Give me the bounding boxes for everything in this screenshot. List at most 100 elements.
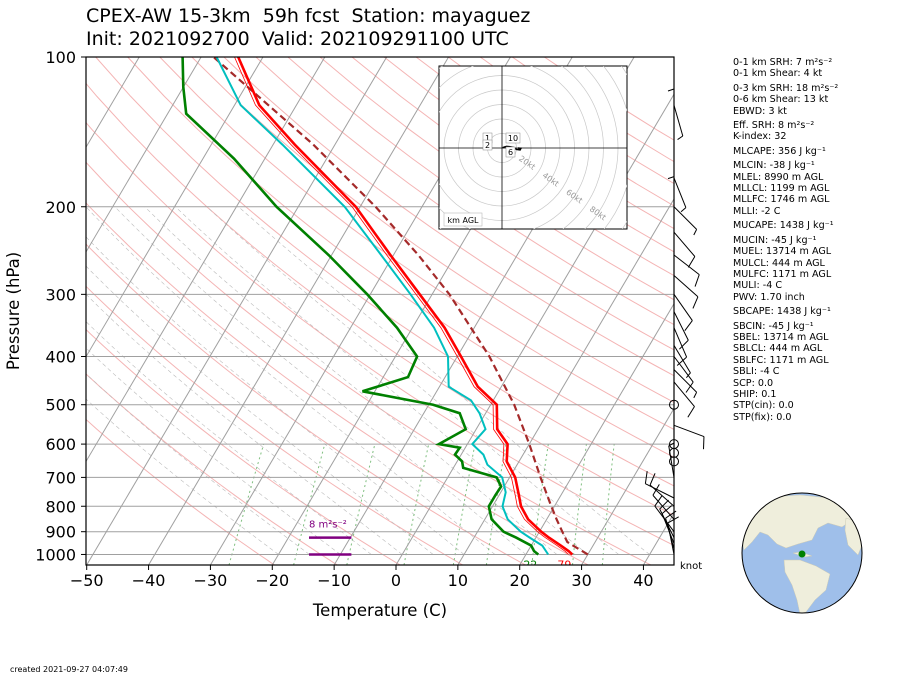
- wind-barb: [673, 356, 694, 393]
- wind-barb: [659, 499, 675, 538]
- moist-adiabat: [175, 206, 588, 555]
- wind-barb-flag: [659, 499, 669, 510]
- y-tick-label: 900: [45, 523, 76, 542]
- moist-adiabat: [86, 265, 434, 555]
- created-timestamp: created 2021-09-27 04:07:49: [10, 665, 128, 674]
- param-line: SBLCL: 444 m AGL: [733, 343, 823, 355]
- surface-dewpoint-label: 22: [523, 558, 537, 571]
- wind-barb-staff: [645, 483, 675, 499]
- isotherm: [86, 57, 202, 253]
- dry-adiabat: [159, 57, 674, 431]
- wind-barb-staff: [673, 206, 697, 230]
- x-tick-label: −10: [317, 571, 351, 590]
- plot-frame: [85, 56, 675, 566]
- x-tick-label: 20: [510, 571, 530, 590]
- wind-barb: [644, 471, 675, 499]
- surface-temperature-label: 79: [557, 558, 571, 571]
- dry-adiabat: [86, 82, 674, 516]
- param-line: Eff. SRH: 8 m²s⁻²: [733, 120, 815, 132]
- moist-adiabat: [86, 236, 465, 555]
- moist-adiabat: [206, 206, 619, 555]
- isotherm: [705, 57, 906, 565]
- dry-adiabat: [86, 373, 339, 565]
- mixing-ratio-line: [346, 443, 376, 565]
- wind-barb: [673, 231, 696, 268]
- hodograph-height-box: [505, 146, 516, 158]
- calm-wind-circle: [669, 439, 679, 450]
- param-line: MUCAPE: 1438 J kg⁻¹: [733, 220, 834, 232]
- wind-barb-flag: [687, 256, 696, 268]
- param-line: MUCIN: -45 J kg⁻¹: [733, 234, 817, 246]
- map-outline: [741, 492, 863, 614]
- wind-barb-staff: [673, 231, 696, 257]
- wetbulb-profile-line: [215, 57, 550, 556]
- moist-adiabat: [86, 321, 372, 555]
- y-tick-label: 800: [45, 497, 76, 516]
- param-line: MULI: -4 C: [733, 280, 783, 292]
- map-landmass: [783, 559, 831, 613]
- hodograph-height-label: 2: [485, 141, 490, 150]
- wind-barb-staff: [673, 369, 697, 393]
- x-tick-label: −30: [194, 571, 228, 590]
- isotherm: [643, 512, 674, 565]
- param-line: 0-6 km Shear: 13 kt: [733, 94, 829, 106]
- map-land: [742, 494, 862, 613]
- hodograph-inset: [438, 65, 628, 230]
- wind-barb-flag: [661, 505, 673, 515]
- dry-adiabat: [86, 285, 464, 565]
- moist-adiabat: [144, 206, 558, 555]
- wind-barb-half-flag: [667, 176, 675, 180]
- y-tick-label: 200: [45, 198, 76, 217]
- wind-barb-flag: [692, 296, 699, 309]
- wind-barb-staff: [673, 105, 684, 137]
- hodograph-height-box: [482, 139, 493, 151]
- x-axis-label: Temperature (C): [312, 601, 447, 620]
- param-line: SBEL: 13714 m AGL: [733, 331, 829, 343]
- moist-adiabat: [86, 293, 403, 555]
- isotherm: [457, 198, 674, 565]
- calm-wind-circle: [669, 456, 679, 467]
- param-line: SHIP: 0.1: [733, 388, 777, 400]
- wind-barb-flag: [644, 471, 648, 484]
- wind-barb-staff: [652, 494, 675, 520]
- x-tick-label: −20: [255, 571, 289, 590]
- sounding-parameters-panel: 0-1 km SRH: 7 m²s⁻² 0-1 km Shear: 4 kt 0-3…: [733, 57, 838, 423]
- mixing-ratio-line: [572, 444, 587, 565]
- param-line: MLCIN: -38 J kg⁻¹: [733, 160, 815, 172]
- x-tick-label: 40: [633, 571, 653, 590]
- param-line: 0-1 km Shear: 4 kt: [733, 68, 823, 80]
- param-line: K-index: 32: [733, 131, 787, 143]
- x-tick-label: −40: [132, 571, 166, 590]
- wind-barb-flag: [679, 339, 689, 350]
- wind-barb-staff: [673, 275, 699, 298]
- x-tick-label: −50: [70, 571, 104, 590]
- dry-adiabat: [319, 57, 674, 301]
- wind-barb-flag: [694, 274, 700, 287]
- wind-barb-staff: [673, 294, 693, 321]
- x-tick-label: 30: [571, 571, 591, 590]
- hodograph-height-label: 1: [485, 134, 490, 143]
- station-location-dot: [798, 550, 806, 558]
- param-line: MLCAPE: 356 J kg⁻¹: [733, 145, 826, 157]
- moist-adiabat: [86, 347, 341, 555]
- mixing-ratio-line: [293, 443, 326, 565]
- wind-barb: [673, 177, 687, 213]
- mixing-ratio-line: [403, 443, 430, 565]
- y-tick-label: 500: [45, 396, 76, 415]
- chart-subtitle: Init: 2021092700 Valid: 202109291100 UTC: [86, 28, 509, 50]
- wind-barb-staff: [673, 345, 691, 374]
- wind-barb: [673, 294, 693, 332]
- param-line: SBCIN: -45 J kg⁻¹: [733, 320, 814, 332]
- wind-barb: [673, 105, 684, 140]
- moist-adiabat: [86, 398, 279, 555]
- moist-adiabat: [238, 206, 650, 555]
- wind-barb-flag: [684, 320, 693, 332]
- mixing-ratio-line: [531, 444, 549, 565]
- wind-barb-half-flag: [693, 392, 698, 399]
- wind-barb-staff: [659, 508, 675, 538]
- isotherm: [86, 57, 326, 463]
- wind-barb: [667, 57, 675, 92]
- wind-barb-staff: [673, 424, 705, 438]
- dry-adiabat: [287, 57, 674, 326]
- hodograph-legend-box: [443, 212, 483, 227]
